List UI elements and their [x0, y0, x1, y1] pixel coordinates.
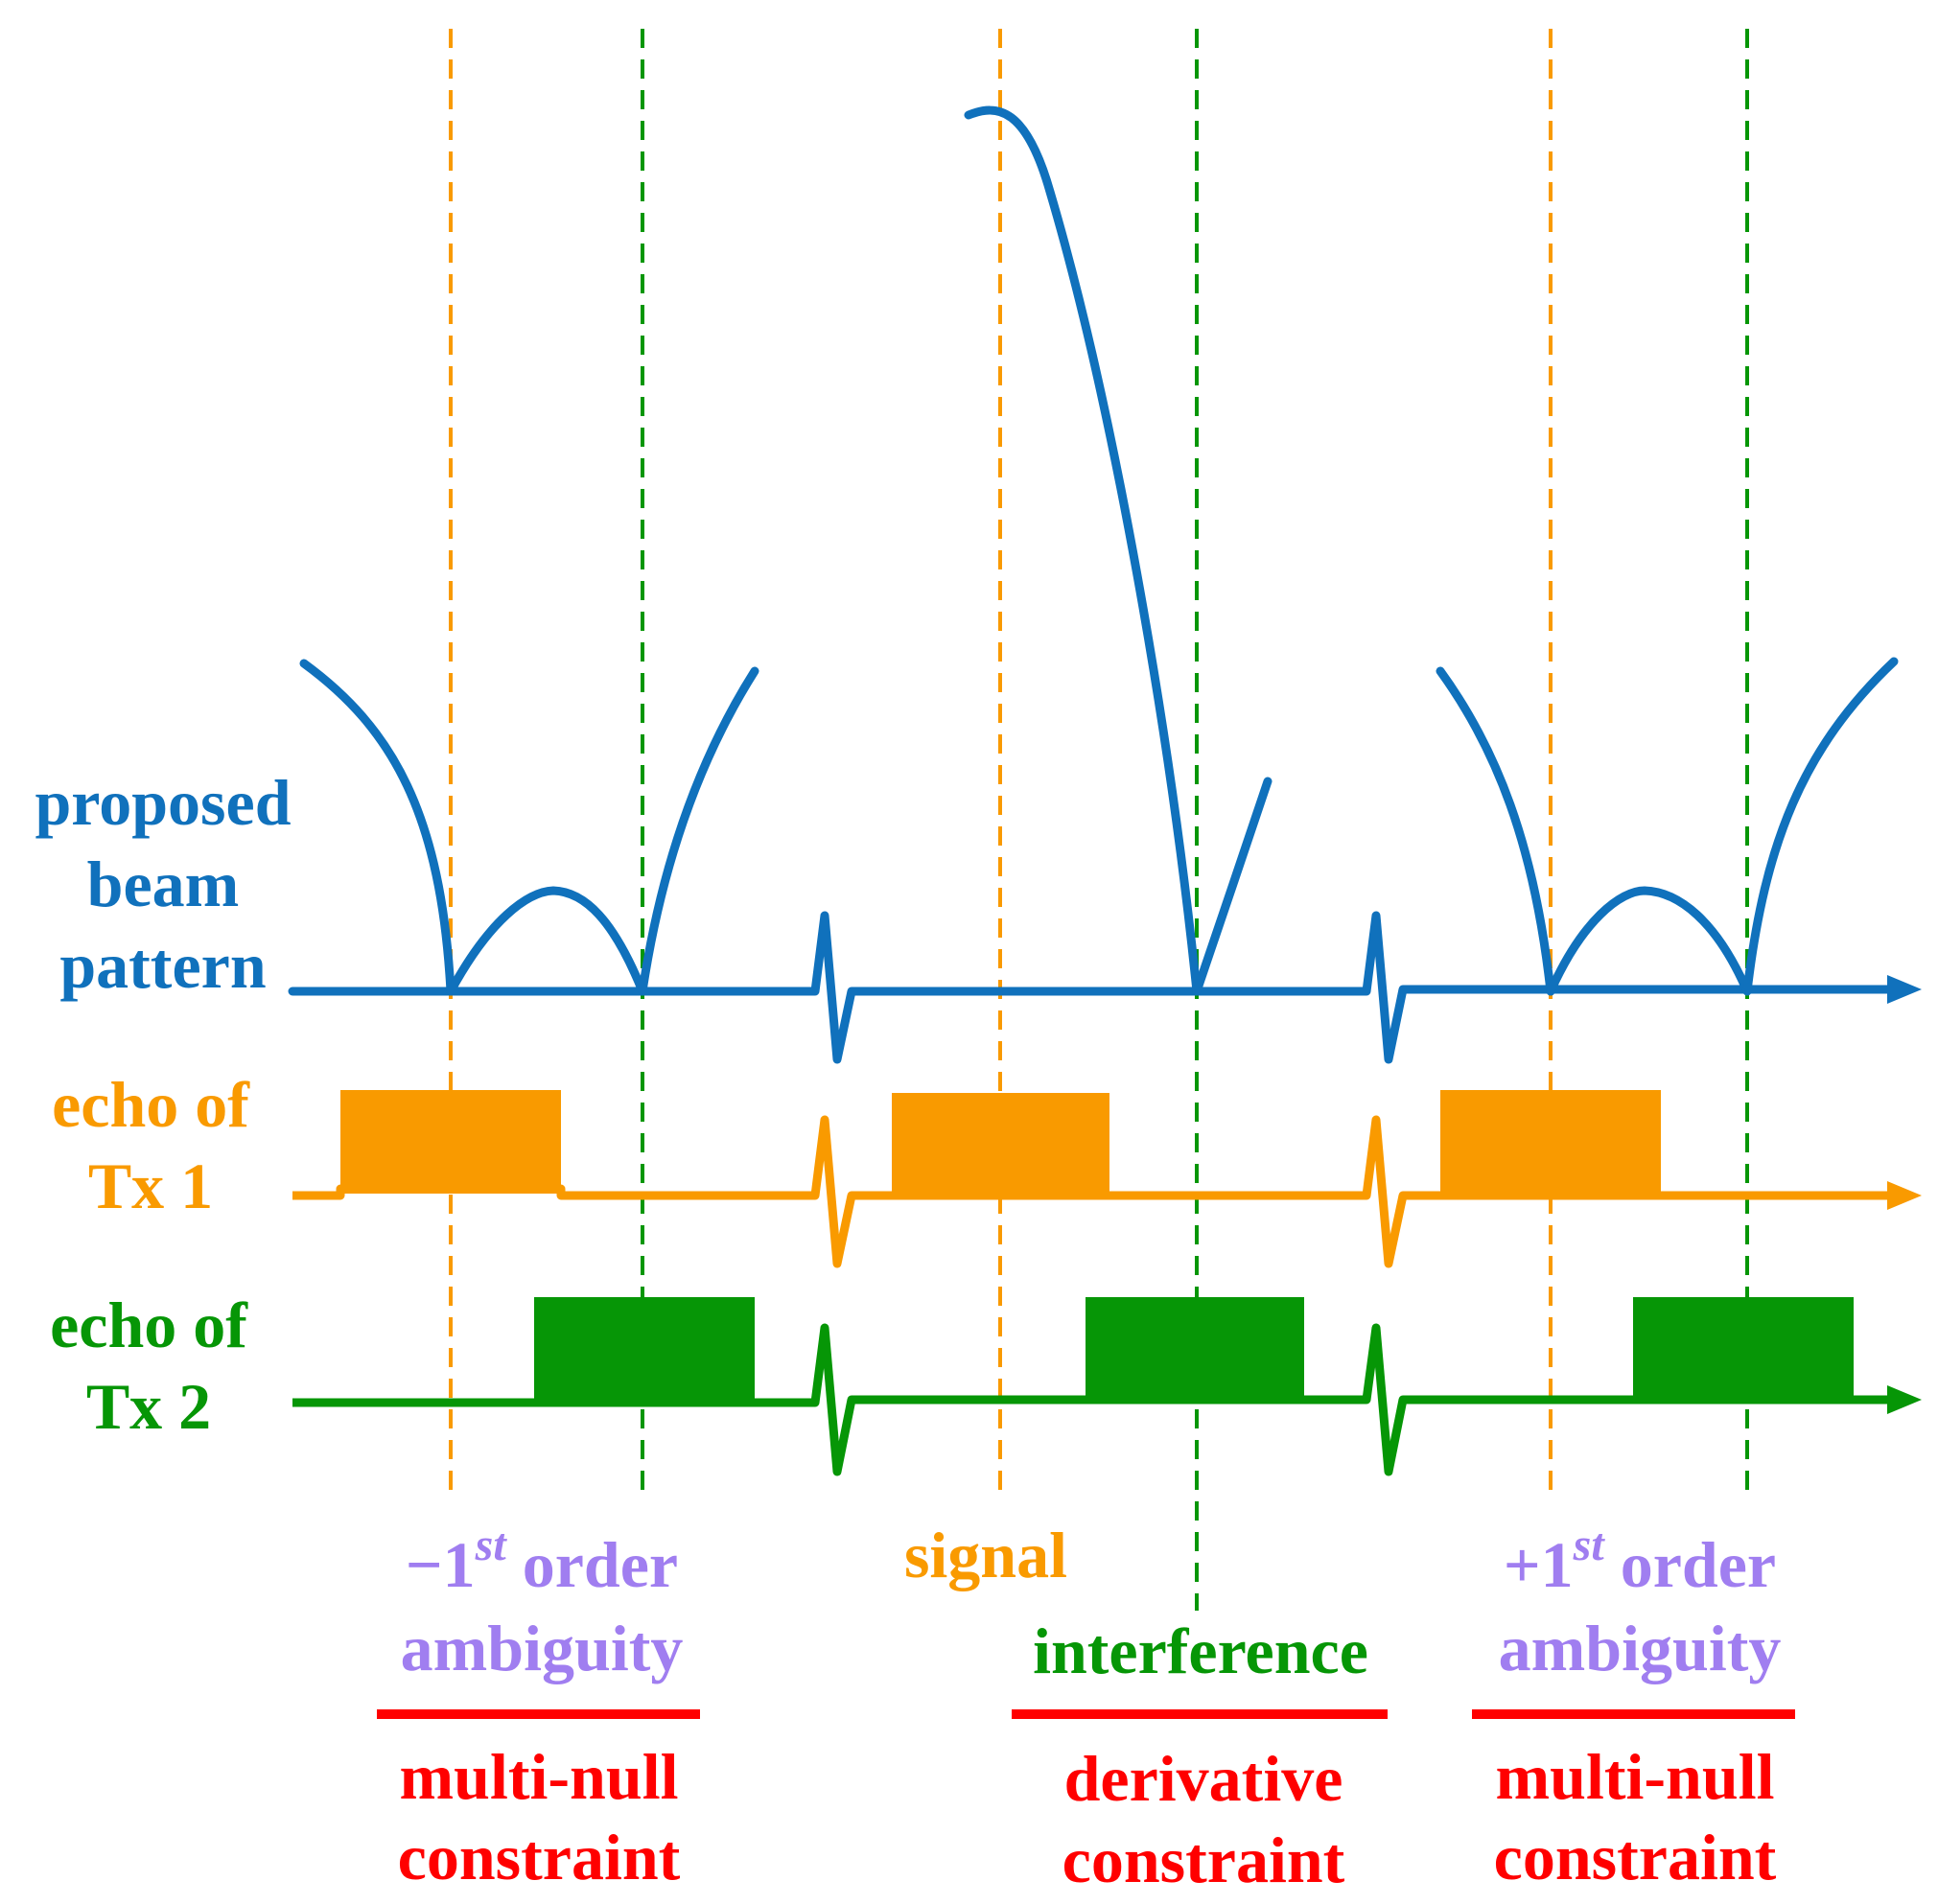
left-constraint-line-1: multi-null: [400, 1740, 679, 1813]
tx1-axis-arrowhead: [1887, 1181, 1922, 1210]
beam-left-mainlobe: [446, 886, 647, 996]
tx1-pulse-right: [1440, 1090, 1661, 1194]
tx1-pulse-left: [340, 1090, 561, 1194]
center-constraint-line-1: derivative: [1064, 1742, 1343, 1815]
left-order-superscript: st: [475, 1520, 508, 1570]
interference-label: interference: [1033, 1614, 1368, 1687]
tx1-axis-segment-2: [1354, 1115, 1889, 1268]
tx2-label-line-1: echo of: [50, 1289, 248, 1361]
right-constraint-line-1: multi-null: [1496, 1740, 1775, 1813]
bottom-annotations: −1st order ambiguity multi-null constrai…: [398, 1519, 1782, 1896]
tx2-pulse-center: [1086, 1297, 1304, 1400]
beam-right-sidelobe-2: [1742, 657, 1899, 996]
left-order-sign: −1: [406, 1528, 476, 1601]
right-ambiguity-label: ambiguity: [1499, 1612, 1782, 1684]
signal-label: signal: [904, 1519, 1067, 1591]
beam-right-sidelobe-1: [1436, 666, 1555, 996]
tx2-axis-arrowhead: [1887, 1385, 1922, 1414]
tx2-axis-segment-2: [1354, 1323, 1889, 1476]
row-labels: proposed beam pattern echo of Tx 1 echo …: [35, 766, 291, 1443]
left-constraint-line-2: constraint: [398, 1821, 681, 1893]
beam-right-mainlobe: [1546, 886, 1752, 996]
tx1-echo-row: [292, 1090, 1922, 1268]
beam-center-mainlobe: [964, 105, 1202, 996]
tx2-label-line-2: Tx 2: [86, 1370, 211, 1443]
beam-left-sidelobe-1: [299, 659, 455, 996]
tx1-label-line-2: Tx 1: [88, 1149, 213, 1222]
tx2-pulse-right: [1633, 1297, 1854, 1400]
right-order-word: order: [1604, 1528, 1776, 1601]
beam-axis-arrowhead: [1887, 975, 1922, 1004]
right-order-sign: +1: [1504, 1528, 1574, 1601]
beam-pattern-row: [288, 105, 1922, 1064]
beam-left-sidelobe-2: [638, 666, 759, 996]
tx2-pulse-left: [534, 1297, 755, 1403]
left-order-word: order: [506, 1528, 678, 1601]
beam-label-line-2: beam: [87, 848, 240, 920]
right-order-superscript: st: [1573, 1520, 1606, 1570]
beam-axis-segment-1: [288, 911, 1359, 1064]
tx1-label-line-1: echo of: [52, 1068, 250, 1141]
right-constraint-line-2: constraint: [1494, 1821, 1777, 1893]
tx2-echo-row: [292, 1297, 1922, 1476]
beam-axis-segment-2: [1349, 911, 1894, 1064]
beam-label-line-1: proposed: [35, 766, 291, 839]
beam-center-rightlobe: [1192, 777, 1273, 996]
right-ambiguity-order: +1st order: [1504, 1520, 1776, 1601]
tx1-pulse-center: [892, 1093, 1109, 1194]
center-constraint-line-2: constraint: [1062, 1823, 1345, 1896]
left-ambiguity-label: ambiguity: [401, 1612, 684, 1684]
beam-label-line-3: pattern: [59, 929, 266, 1002]
guide-lines: [449, 29, 1749, 1611]
left-ambiguity-order: −1st order: [406, 1520, 678, 1601]
